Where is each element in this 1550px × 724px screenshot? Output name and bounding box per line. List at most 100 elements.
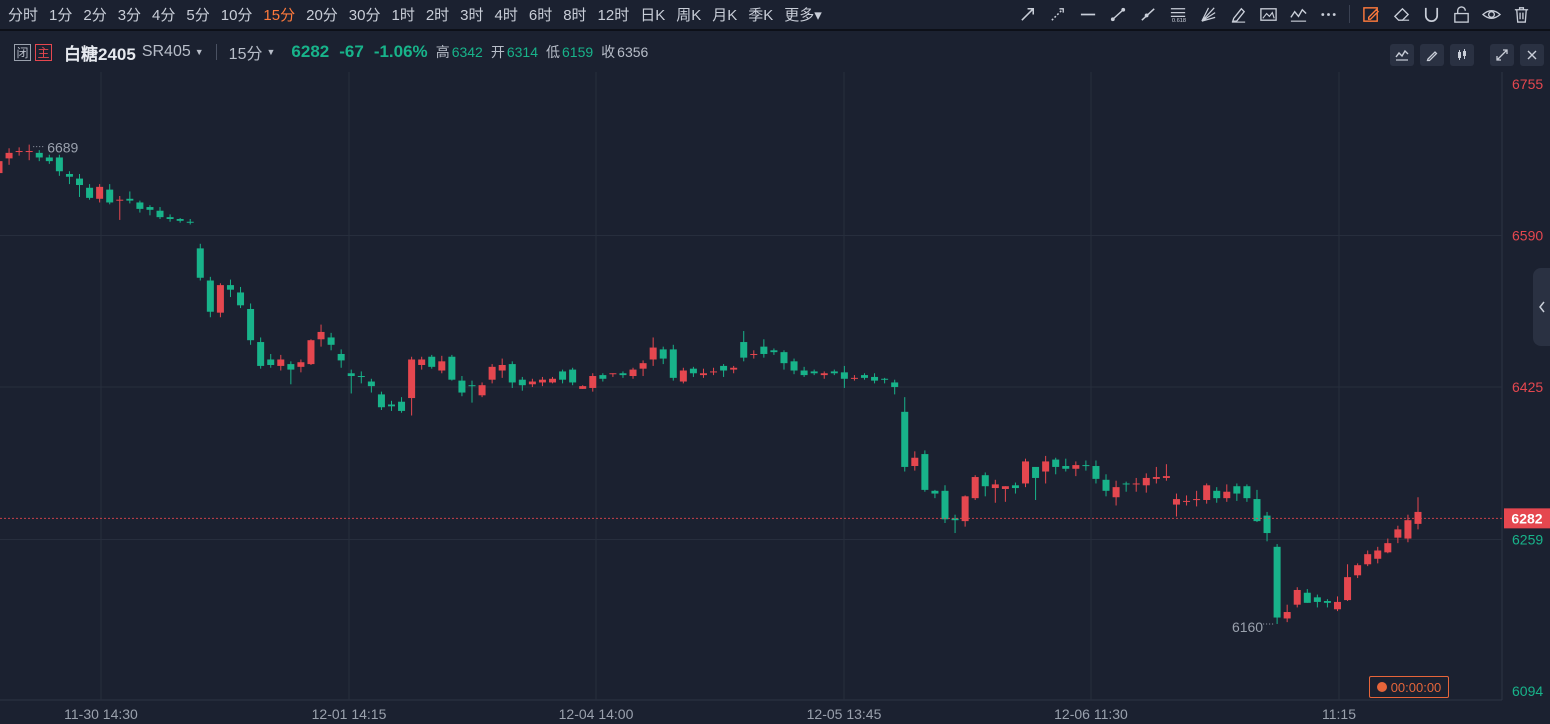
- trend-line-tool[interactable]: [1133, 1, 1163, 27]
- period-8[interactable]: 20分: [306, 6, 338, 24]
- candle: [408, 356, 416, 416]
- eye-tool[interactable]: [1476, 1, 1506, 27]
- kline-style-button[interactable]: [1450, 44, 1474, 66]
- period-16[interactable]: 12时: [597, 6, 630, 24]
- side-panel-toggle[interactable]: [1533, 268, 1550, 346]
- draw-mode-tool[interactable]: [1356, 1, 1386, 27]
- close-chart-button[interactable]: [1520, 44, 1544, 66]
- chevron-down-icon[interactable]: ▼: [266, 47, 276, 57]
- candle-body: [659, 349, 667, 359]
- period-21[interactable]: 更多▾: [784, 6, 822, 24]
- y-tick-label: 6094: [1512, 683, 1543, 699]
- wave-tool[interactable]: [1283, 1, 1313, 27]
- candle-body: [1344, 577, 1352, 601]
- more-tool[interactable]: [1313, 1, 1343, 27]
- candle-body: [45, 157, 53, 162]
- period-18[interactable]: 周K: [676, 6, 702, 24]
- dashed-ray-tool[interactable]: [1043, 1, 1073, 27]
- period-0[interactable]: 分时: [8, 6, 39, 24]
- draw-button[interactable]: [1420, 44, 1444, 66]
- candle-body: [1132, 483, 1140, 485]
- candle: [468, 380, 476, 403]
- candle-body: [1213, 490, 1221, 499]
- candle: [206, 276, 214, 318]
- period-13[interactable]: 4时: [494, 6, 518, 24]
- period-select[interactable]: 15分: [228, 46, 263, 63]
- candle-body: [669, 349, 677, 378]
- period-2[interactable]: 2分: [83, 6, 107, 24]
- candle: [569, 367, 577, 386]
- candle-body: [951, 518, 959, 521]
- eraser-tool[interactable]: [1386, 1, 1416, 27]
- period-4[interactable]: 4分: [152, 6, 176, 24]
- candle-body: [438, 361, 446, 371]
- svg-text:0.618: 0.618: [1171, 18, 1185, 24]
- candle-body: [971, 477, 979, 499]
- candle-body: [1293, 589, 1301, 605]
- contract-code[interactable]: SR405: [141, 43, 191, 60]
- contract-name: 白糖2405: [64, 44, 136, 64]
- close-badge[interactable]: 闭: [14, 43, 31, 61]
- indicator-button[interactable]: [1390, 44, 1414, 66]
- candle: [1162, 464, 1170, 481]
- segment-tool[interactable]: [1103, 1, 1133, 27]
- candle-body: [921, 454, 929, 490]
- period-14[interactable]: 6时: [528, 6, 553, 24]
- brush-tool[interactable]: [1223, 1, 1253, 27]
- arrow-line-tool[interactable]: [1013, 1, 1043, 27]
- candle: [1313, 594, 1321, 608]
- candle-body: [518, 379, 526, 386]
- magnet-tool[interactable]: [1416, 1, 1446, 27]
- magnet-icon: [1424, 7, 1438, 22]
- candle: [317, 324, 325, 347]
- candle: [86, 184, 94, 200]
- period-19[interactable]: 月K: [712, 6, 738, 24]
- candle-body: [871, 376, 879, 381]
- candle: [860, 373, 868, 380]
- candle: [780, 350, 788, 370]
- candle: [1374, 546, 1382, 564]
- image-tool[interactable]: [1253, 1, 1283, 27]
- candle: [438, 355, 446, 374]
- lock-tool[interactable]: [1446, 1, 1476, 27]
- horizontal-line-tool[interactable]: [1073, 1, 1103, 27]
- candle: [669, 344, 677, 381]
- period-3[interactable]: 3分: [117, 6, 142, 24]
- candle-body: [1333, 601, 1341, 610]
- period-15[interactable]: 8时: [563, 6, 587, 24]
- period-5[interactable]: 5分: [186, 6, 210, 24]
- main-badge[interactable]: 主: [35, 43, 52, 61]
- candle: [961, 495, 969, 527]
- period-20[interactable]: 季K: [748, 6, 774, 24]
- period-17[interactable]: 日K: [640, 6, 666, 24]
- draw-mode-icon: [1362, 6, 1379, 22]
- period-11[interactable]: 2时: [425, 6, 450, 24]
- period-7[interactable]: 15分: [263, 6, 296, 24]
- period-9[interactable]: 30分: [348, 6, 381, 24]
- last-price: 6282: [291, 42, 330, 61]
- period-12[interactable]: 3时: [460, 6, 484, 24]
- candle: [559, 369, 567, 384]
- candle: [679, 367, 687, 384]
- fan-tool[interactable]: [1193, 1, 1223, 27]
- candle: [518, 376, 526, 391]
- candle: [458, 376, 466, 397]
- period-6[interactable]: 10分: [220, 6, 253, 24]
- candle-body: [15, 151, 23, 153]
- last-price-tag: [1504, 508, 1550, 529]
- trash-tool[interactable]: [1506, 1, 1536, 27]
- candle-body: [850, 377, 858, 379]
- candle-body: [287, 364, 295, 370]
- period-1[interactable]: 1分: [49, 6, 73, 24]
- expand-button[interactable]: [1490, 44, 1514, 66]
- period-10[interactable]: 1时: [391, 6, 415, 24]
- fan-icon: [1200, 6, 1215, 22]
- candle-body: [599, 375, 607, 379]
- chevron-down-icon[interactable]: ▼: [194, 47, 204, 57]
- candle: [1233, 483, 1241, 501]
- candle-body: [1001, 486, 1009, 489]
- fibonacci-tool[interactable]: 0.618: [1163, 1, 1193, 27]
- candle-body: [1313, 597, 1321, 602]
- candle-body: [206, 280, 214, 312]
